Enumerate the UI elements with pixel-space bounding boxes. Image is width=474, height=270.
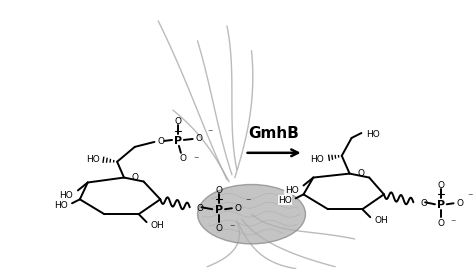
Text: OH: OH xyxy=(374,216,388,225)
Text: ⁻: ⁻ xyxy=(467,192,473,202)
Text: HO: HO xyxy=(285,186,299,195)
Text: HO: HO xyxy=(86,155,100,164)
Text: O: O xyxy=(158,137,165,146)
Text: O: O xyxy=(216,224,223,232)
Text: P: P xyxy=(437,200,445,210)
Text: O: O xyxy=(216,186,223,195)
Text: O: O xyxy=(438,219,444,228)
Text: O: O xyxy=(420,199,427,208)
Text: ⁻: ⁻ xyxy=(246,197,251,207)
Text: HO: HO xyxy=(59,191,73,200)
Text: O: O xyxy=(456,199,464,208)
Text: O: O xyxy=(438,181,444,190)
Text: P: P xyxy=(215,205,223,215)
Text: ⁻: ⁻ xyxy=(229,223,235,233)
Text: HO: HO xyxy=(366,130,380,139)
Text: ⁻: ⁻ xyxy=(208,128,213,138)
Text: ⁻: ⁻ xyxy=(194,156,199,166)
Text: O: O xyxy=(132,173,139,182)
Text: O: O xyxy=(174,117,182,126)
Text: P: P xyxy=(174,136,182,146)
Text: O: O xyxy=(179,154,186,163)
Text: O: O xyxy=(196,134,202,143)
Text: ⁻: ⁻ xyxy=(451,218,456,228)
Text: GmhB: GmhB xyxy=(249,126,300,141)
Text: O: O xyxy=(357,169,365,178)
Text: HO: HO xyxy=(55,201,68,210)
Text: HO: HO xyxy=(278,196,292,205)
Text: O: O xyxy=(235,204,242,213)
Text: OH: OH xyxy=(150,221,164,229)
Ellipse shape xyxy=(198,184,305,244)
Text: HO: HO xyxy=(310,155,324,164)
Text: O: O xyxy=(197,204,204,213)
